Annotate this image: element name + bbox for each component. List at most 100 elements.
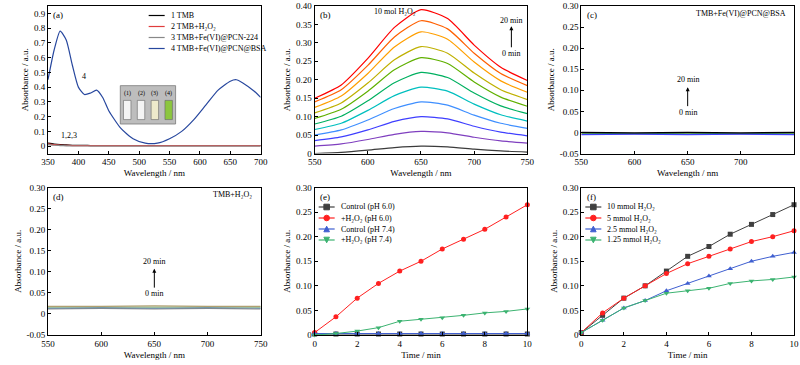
svg-text:6: 6 [440,339,445,349]
svg-text:(c): (c) [587,10,597,20]
svg-text:0.20: 0.20 [29,225,45,235]
svg-text:2 TMB+H₂O₂: 2 TMB+H₂O₂ [171,22,216,31]
svg-text:650: 650 [414,157,428,167]
svg-text:20 min: 20 min [143,257,165,266]
svg-text:Wavelength / nm: Wavelength / nm [657,168,718,178]
svg-text:Absorbance / a.u.: Absorbance / a.u. [20,48,30,111]
svg-text:0.05: 0.05 [296,130,312,140]
svg-text:0.30: 0.30 [29,183,45,193]
svg-text:(4): (4) [165,90,172,97]
svg-text:700: 700 [201,339,215,349]
svg-text:0.15: 0.15 [296,256,312,266]
svg-text:0: 0 [312,339,317,349]
svg-text:0.30: 0.30 [296,38,312,48]
svg-text:0: 0 [41,141,46,151]
svg-text:5 mmol H₂O₂: 5 mmol H₂O₂ [607,214,651,223]
svg-text:8: 8 [749,339,754,349]
svg-text:3 TMB+Fe(VI)@PCN-224: 3 TMB+Fe(VI)@PCN-224 [171,33,258,42]
svg-text:0.15: 0.15 [563,64,579,74]
svg-text:0.05: 0.05 [296,306,312,316]
svg-text:700: 700 [734,157,748,167]
svg-text:0.25: 0.25 [29,204,45,214]
svg-text:0.10: 0.10 [296,281,312,291]
svg-text:0.10: 0.10 [29,267,45,277]
svg-text:4 TMB+Fe(VI)@PCN@BSA: 4 TMB+Fe(VI)@PCN@BSA [171,44,267,53]
svg-text:0.2: 0.2 [34,112,45,122]
svg-text:0: 0 [307,330,312,340]
svg-text:0.35: 0.35 [296,20,312,30]
svg-text:650: 650 [224,157,238,167]
svg-text:+H₂O₂ (pH 6.0): +H₂O₂ (pH 6.0) [341,214,392,223]
svg-text:600: 600 [361,157,375,167]
svg-text:TMB+H₂O₂: TMB+H₂O₂ [213,190,252,199]
svg-text:-0.05: -0.05 [26,330,45,340]
svg-text:600: 600 [94,339,108,349]
svg-text:0.30: 0.30 [563,183,579,193]
svg-text:600: 600 [193,157,207,167]
svg-text:0.05: 0.05 [563,107,579,117]
svg-text:1 TMB: 1 TMB [171,11,194,20]
svg-text:Control (pH 7.4): Control (pH 7.4) [341,225,395,234]
svg-text:(a): (a) [53,10,63,20]
svg-text:0.10: 0.10 [296,112,312,122]
svg-text:700: 700 [254,157,268,167]
svg-text:550: 550 [163,157,177,167]
svg-text:650: 650 [148,339,162,349]
svg-text:0.25: 0.25 [563,22,579,32]
svg-text:750: 750 [254,339,268,349]
svg-text:(b): (b) [320,10,331,20]
svg-text:400: 400 [72,157,86,167]
svg-text:Wavelength / nm: Wavelength / nm [124,350,185,360]
svg-text:0.8: 0.8 [34,23,46,33]
svg-text:(2): (2) [138,90,145,97]
svg-text:0.10: 0.10 [563,85,579,95]
svg-text:TMB+Fe(VI)@PCN@BSA: TMB+Fe(VI)@PCN@BSA [696,9,786,18]
svg-text:0.25: 0.25 [563,207,579,217]
svg-text:600: 600 [628,157,642,167]
svg-text:0.15: 0.15 [29,246,45,256]
svg-text:4: 4 [664,339,669,349]
svg-text:550: 550 [308,157,322,167]
svg-text:Time / min: Time / min [401,350,441,360]
svg-text:0: 0 [41,309,46,319]
svg-text:0.05: 0.05 [563,306,579,316]
svg-text:450: 450 [102,157,116,167]
svg-text:0.6: 0.6 [34,53,46,63]
svg-text:700: 700 [467,157,481,167]
svg-text:550: 550 [575,157,589,167]
svg-text:Absorbance / a.u.: Absorbance / a.u. [282,230,292,293]
svg-text:750: 750 [521,157,535,167]
svg-text:0: 0 [579,339,584,349]
svg-text:(1): (1) [124,90,131,97]
svg-text:10 mmol H₂O₂: 10 mmol H₂O₂ [607,202,655,211]
svg-text:2: 2 [355,339,360,349]
svg-text:0.20: 0.20 [563,232,579,242]
svg-text:0.15: 0.15 [563,256,579,266]
svg-text:0.1: 0.1 [34,127,45,137]
svg-text:0.20: 0.20 [296,232,312,242]
svg-text:6: 6 [707,339,712,349]
svg-text:10: 10 [790,339,800,349]
svg-text:0.05: 0.05 [29,288,45,298]
svg-text:8: 8 [483,339,488,349]
svg-text:350: 350 [41,157,55,167]
svg-text:0.15: 0.15 [296,93,312,103]
svg-text:Wavelength / nm: Wavelength / nm [390,168,451,178]
svg-text:1,2,3: 1,2,3 [61,131,77,140]
svg-text:0 min: 0 min [145,289,163,298]
svg-text:-0.05: -0.05 [560,149,579,159]
svg-text:(d): (d) [53,192,64,202]
svg-text:0.30: 0.30 [563,1,579,11]
svg-text:20 min: 20 min [500,16,522,25]
svg-text:0: 0 [574,330,579,340]
svg-text:0: 0 [574,128,579,138]
svg-text:0.4: 0.4 [34,82,46,92]
svg-text:500: 500 [132,157,146,167]
svg-text:0: 0 [307,149,312,159]
svg-text:0 min: 0 min [502,49,520,58]
svg-text:+H₂O₂ (pH 7.4): +H₂O₂ (pH 7.4) [341,235,392,244]
svg-text:0.7: 0.7 [34,38,46,48]
svg-text:0.3: 0.3 [34,97,46,107]
svg-text:Absorbance / a.u.: Absorbance / a.u. [546,48,556,111]
svg-text:0.40: 0.40 [296,1,312,11]
